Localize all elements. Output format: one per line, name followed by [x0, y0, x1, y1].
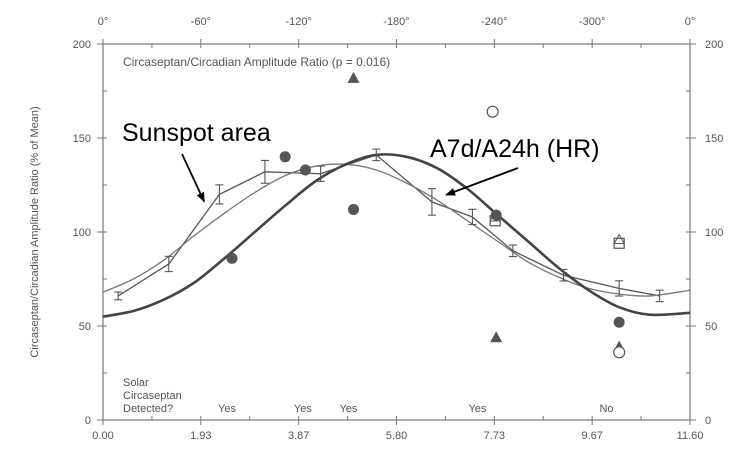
x-tick-label: 11.60	[677, 430, 704, 442]
hr-ratio-fit-curve	[102, 153, 691, 318]
x-tick-label: 1.93	[190, 430, 211, 442]
y-tick-label-right: 100	[705, 227, 723, 239]
x-tick-label: 9.67	[581, 430, 602, 442]
solar-detected-label: Yes	[218, 403, 236, 415]
top-tick-label: -240°	[481, 16, 507, 28]
filled-triangle-marker	[347, 71, 360, 83]
sunspot-area-line	[117, 154, 660, 297]
chart-title: Circaseptan/Circadian Amplitude Ratio (p…	[123, 55, 390, 69]
open-circle-marker	[613, 346, 626, 359]
solar-detected-label: Yes	[294, 403, 312, 415]
top-tick-label: -60°	[191, 16, 211, 28]
filled-circle-marker	[613, 316, 625, 328]
open-circle-marker	[486, 105, 499, 118]
y-axis-label: Circaseptan/Circadian Amplitude Ratio (%…	[29, 106, 41, 357]
solar-detected-label: Yes	[339, 403, 357, 415]
filled-circle-marker	[299, 164, 311, 176]
solar-label-line: Solar	[123, 377, 149, 389]
y-tick-label-left: 150	[73, 133, 91, 145]
top-tick-label: 0°	[98, 16, 109, 28]
y-tick-label-left: 50	[79, 321, 91, 333]
sunspot-area-annotation: Sunspot area	[122, 119, 271, 147]
solar-label-line: Detected?	[123, 403, 173, 415]
y-tick-label-left: 200	[73, 39, 91, 51]
top-tick-label: -180°	[383, 16, 409, 28]
y-tick-label-left: 100	[73, 227, 91, 239]
y-tick-label-right: 0	[705, 415, 711, 427]
open-triangle-marker	[489, 210, 502, 222]
y-tick-label-right: 150	[705, 133, 723, 145]
x-tick-label: 7.73	[484, 430, 505, 442]
sunspot-area-arrow	[181, 153, 206, 203]
y-tick-label-right: 50	[705, 321, 717, 333]
top-tick-label: -120°	[285, 16, 311, 28]
solar-detected-label: No	[599, 403, 613, 415]
filled-triangle-marker	[490, 331, 503, 343]
top-tick-label: -300°	[579, 16, 605, 28]
x-tick-label: 5.80	[386, 430, 407, 442]
filled-circle-marker	[226, 252, 238, 264]
filled-circle-marker	[279, 151, 291, 163]
hr-ratio-annotation: A7d/A24h (HR)	[430, 135, 600, 163]
open-triangle-marker	[613, 233, 626, 245]
y-tick-label-right: 200	[705, 39, 723, 51]
x-tick-label: 0.00	[92, 430, 113, 442]
thin-fit-curve	[102, 163, 691, 297]
filled-circle-marker	[347, 203, 359, 215]
solar-detected-label: Yes	[468, 403, 486, 415]
hr-ratio-arrow	[445, 167, 519, 196]
solar-label-line: Circaseptan	[123, 390, 182, 402]
plot-frame	[102, 43, 691, 421]
top-tick-label: 0°	[685, 16, 696, 28]
x-tick-label: 3.87	[288, 430, 309, 442]
y-tick-label-left: 0	[85, 415, 91, 427]
